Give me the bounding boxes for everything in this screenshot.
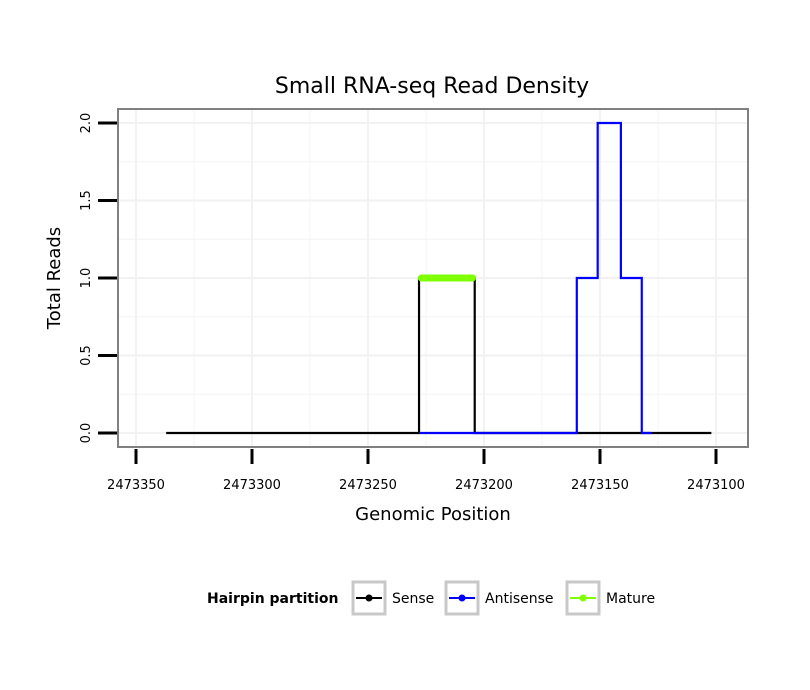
legend-label: Antisense [485, 591, 554, 607]
x-tick-label: 2473100 [687, 478, 745, 493]
legend-key-point [579, 594, 587, 602]
y-axis: 0.0 0.5 1.0 1.5 2.0 [79, 113, 117, 444]
y-axis-title: Total Reads [44, 227, 65, 330]
chart-title: Small RNA-seq Read Density [275, 74, 589, 99]
x-tick-label: 2473250 [339, 478, 397, 493]
plot-panel-border [117, 108, 749, 448]
y-tick-label: 2.0 [79, 113, 94, 134]
y-tick-label: 0.5 [79, 345, 94, 366]
legend-label: Mature [606, 591, 655, 607]
y-tick-label: 1.5 [79, 190, 94, 211]
y-tick-label: 0.0 [79, 423, 94, 444]
x-tick-label: 2473350 [107, 478, 165, 493]
legend-key-point [365, 594, 373, 602]
x-tick-label: 2473150 [571, 478, 629, 493]
y-tick-label: 1.0 [79, 268, 94, 289]
series-lines [166, 121, 712, 435]
x-tick-label: 2473300 [223, 478, 281, 493]
legend-key-point [458, 594, 466, 602]
x-tick-label: 2473200 [455, 478, 513, 493]
series-line-antisense [419, 121, 652, 435]
legend-label: Sense [392, 591, 434, 607]
legend-title: Hairpin partition [207, 591, 338, 607]
x-axis-title: Genomic Position [355, 504, 511, 525]
legend: Hairpin partition Sense Antisense Mature [207, 580, 655, 616]
x-axis: 2473350 2473300 2473250 2473200 2473150 24731… [107, 449, 745, 493]
